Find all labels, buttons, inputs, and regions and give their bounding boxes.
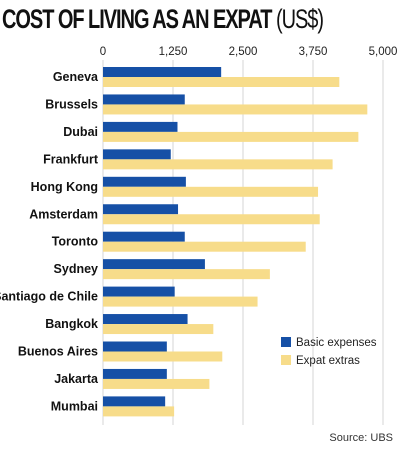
bar-basic-expenses	[103, 176, 186, 187]
legend-label-expat-extras: Expat extras	[296, 355, 360, 367]
bar-expat-extras	[103, 77, 340, 87]
x-axis-ticks: 0 1,250 2,500 3,750 5,000	[100, 46, 398, 58]
bars	[103, 67, 368, 417]
bar-expat-extras	[103, 159, 333, 170]
category-label: Dubai	[63, 125, 98, 139]
category-label: Hong Kong	[31, 180, 98, 194]
bar-basic-expenses	[103, 204, 179, 215]
bar-basic-expenses	[103, 396, 166, 407]
bar-basic-expenses	[103, 94, 185, 105]
category-label: Jakarta	[54, 372, 99, 386]
category-label: Frankfurt	[43, 152, 99, 166]
bar-expat-extras	[103, 351, 223, 362]
category-label: Mumbai	[51, 399, 98, 413]
bar-basic-expenses	[103, 259, 205, 270]
bar-expat-extras	[103, 296, 258, 307]
legend: Basic expenses Expat extras	[281, 337, 377, 367]
bar-expat-extras	[103, 241, 306, 252]
bar-expat-extras	[103, 104, 368, 115]
category-label: Amsterdam	[29, 207, 98, 221]
category-label: Sydney	[54, 262, 99, 276]
bar-expat-extras	[103, 186, 319, 197]
x-tick-label: 2,500	[229, 46, 258, 58]
x-tick-label: 0	[100, 46, 106, 58]
chart-title-unit: (US$)	[275, 4, 324, 34]
bar-basic-expenses	[103, 231, 185, 242]
category-label: Geneva	[53, 70, 99, 84]
category-label: Santiago de Chile	[0, 290, 98, 304]
bar-basic-expenses	[103, 149, 171, 160]
bar-expat-extras	[103, 406, 175, 417]
category-labels: Geneva Brussels Dubai Frankfurt Hong Kong Ams…	[0, 70, 99, 413]
category-label: Toronto	[52, 235, 99, 249]
x-tick-label: 1,250	[159, 46, 188, 58]
legend-swatch-expat-extras	[281, 355, 291, 365]
bar-expat-extras	[103, 378, 210, 389]
bar-basic-expenses	[103, 368, 167, 379]
bar-expat-extras	[103, 269, 270, 280]
source-note: Source: UBS	[329, 432, 393, 444]
bar-basic-expenses	[103, 67, 222, 77]
bar-expat-extras	[103, 324, 214, 335]
category-label: Buenos Aires	[18, 345, 98, 359]
bar-expat-extras	[103, 131, 359, 142]
category-label: Bangkok	[45, 317, 98, 331]
bar-basic-expenses	[103, 314, 188, 325]
category-label: Brussels	[45, 97, 98, 111]
legend-swatch-basic-expenses	[281, 337, 291, 347]
x-tick-label: 5,000	[369, 46, 398, 58]
bar-expat-extras	[103, 214, 320, 225]
x-tick-label: 3,750	[299, 46, 328, 58]
bar-basic-expenses	[103, 121, 178, 132]
bar-basic-expenses	[103, 286, 175, 297]
legend-label-basic-expenses: Basic expenses	[296, 337, 377, 349]
chart-title: COST OF LIVING AS AN EXPAT (US$)	[2, 2, 324, 36]
bar-basic-expenses	[103, 341, 167, 352]
chart-title-main: COST OF LIVING AS AN EXPAT	[2, 4, 272, 34]
